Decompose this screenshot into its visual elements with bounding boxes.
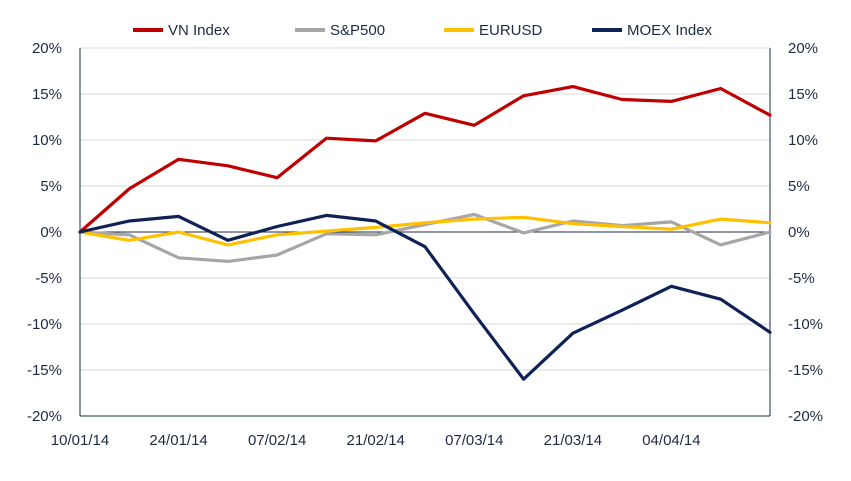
x-tick-label: 10/01/14 xyxy=(51,432,109,449)
x-tick-label: 24/01/14 xyxy=(149,432,207,449)
legend-label-moex-index: MOEX Index xyxy=(627,22,713,39)
y-tick-label-left: -15% xyxy=(27,362,62,379)
legend-label-vn-index: VN Index xyxy=(168,22,230,39)
y-tick-label-right: 20% xyxy=(788,40,818,57)
y-tick-label-left: 15% xyxy=(32,86,62,103)
y-tick-label-left: 10% xyxy=(32,132,62,149)
y-tick-label-left: 0% xyxy=(40,224,62,241)
y-tick-label-right: 0% xyxy=(788,224,810,241)
y-tick-label-left: -10% xyxy=(27,316,62,333)
y-tick-label-right: 10% xyxy=(788,132,818,149)
y-tick-label-left: -5% xyxy=(35,270,62,287)
series-line-moex-index xyxy=(78,213,772,381)
y-tick-label-right: -15% xyxy=(788,362,823,379)
y-tick-label-left: 20% xyxy=(32,40,62,57)
x-tick-labels: 10/01/14 24/01/14 07/02/14 21/02/14 07/03/14… xyxy=(51,432,701,449)
y-tick-label-right: -5% xyxy=(788,270,815,287)
x-tick-label: 21/03/14 xyxy=(544,432,602,449)
series-line-s-p500 xyxy=(78,212,772,263)
x-tick-label: 07/03/14 xyxy=(445,432,503,449)
y-tick-label-right: 15% xyxy=(788,86,818,103)
series-line-eurusd xyxy=(78,215,772,247)
y-tick-label-left: -20% xyxy=(27,408,62,425)
y-tick-label-right: -10% xyxy=(788,316,823,333)
x-tick-label: 04/04/14 xyxy=(642,432,700,449)
x-tick-label: 07/02/14 xyxy=(248,432,306,449)
y-tick-labels: -20% -20% -15% -15% -10% -10% -5% -5% 0% 0% 5% 5% 10… xyxy=(27,40,823,425)
legend-label-s-p500: S&P500 xyxy=(330,22,385,39)
legend: VN Index S&P500 EURUSD MOEX Index xyxy=(133,22,713,39)
y-tick-label-left: 5% xyxy=(40,178,62,195)
legend-label-eurusd: EURUSD xyxy=(479,22,543,39)
y-tick-label-right: 5% xyxy=(788,178,810,195)
y-tick-label-right: -20% xyxy=(788,408,823,425)
gridlines xyxy=(80,47,770,417)
series-lines xyxy=(78,84,772,381)
series-line-vn-index xyxy=(78,84,772,234)
x-tick-label: 21/02/14 xyxy=(347,432,405,449)
